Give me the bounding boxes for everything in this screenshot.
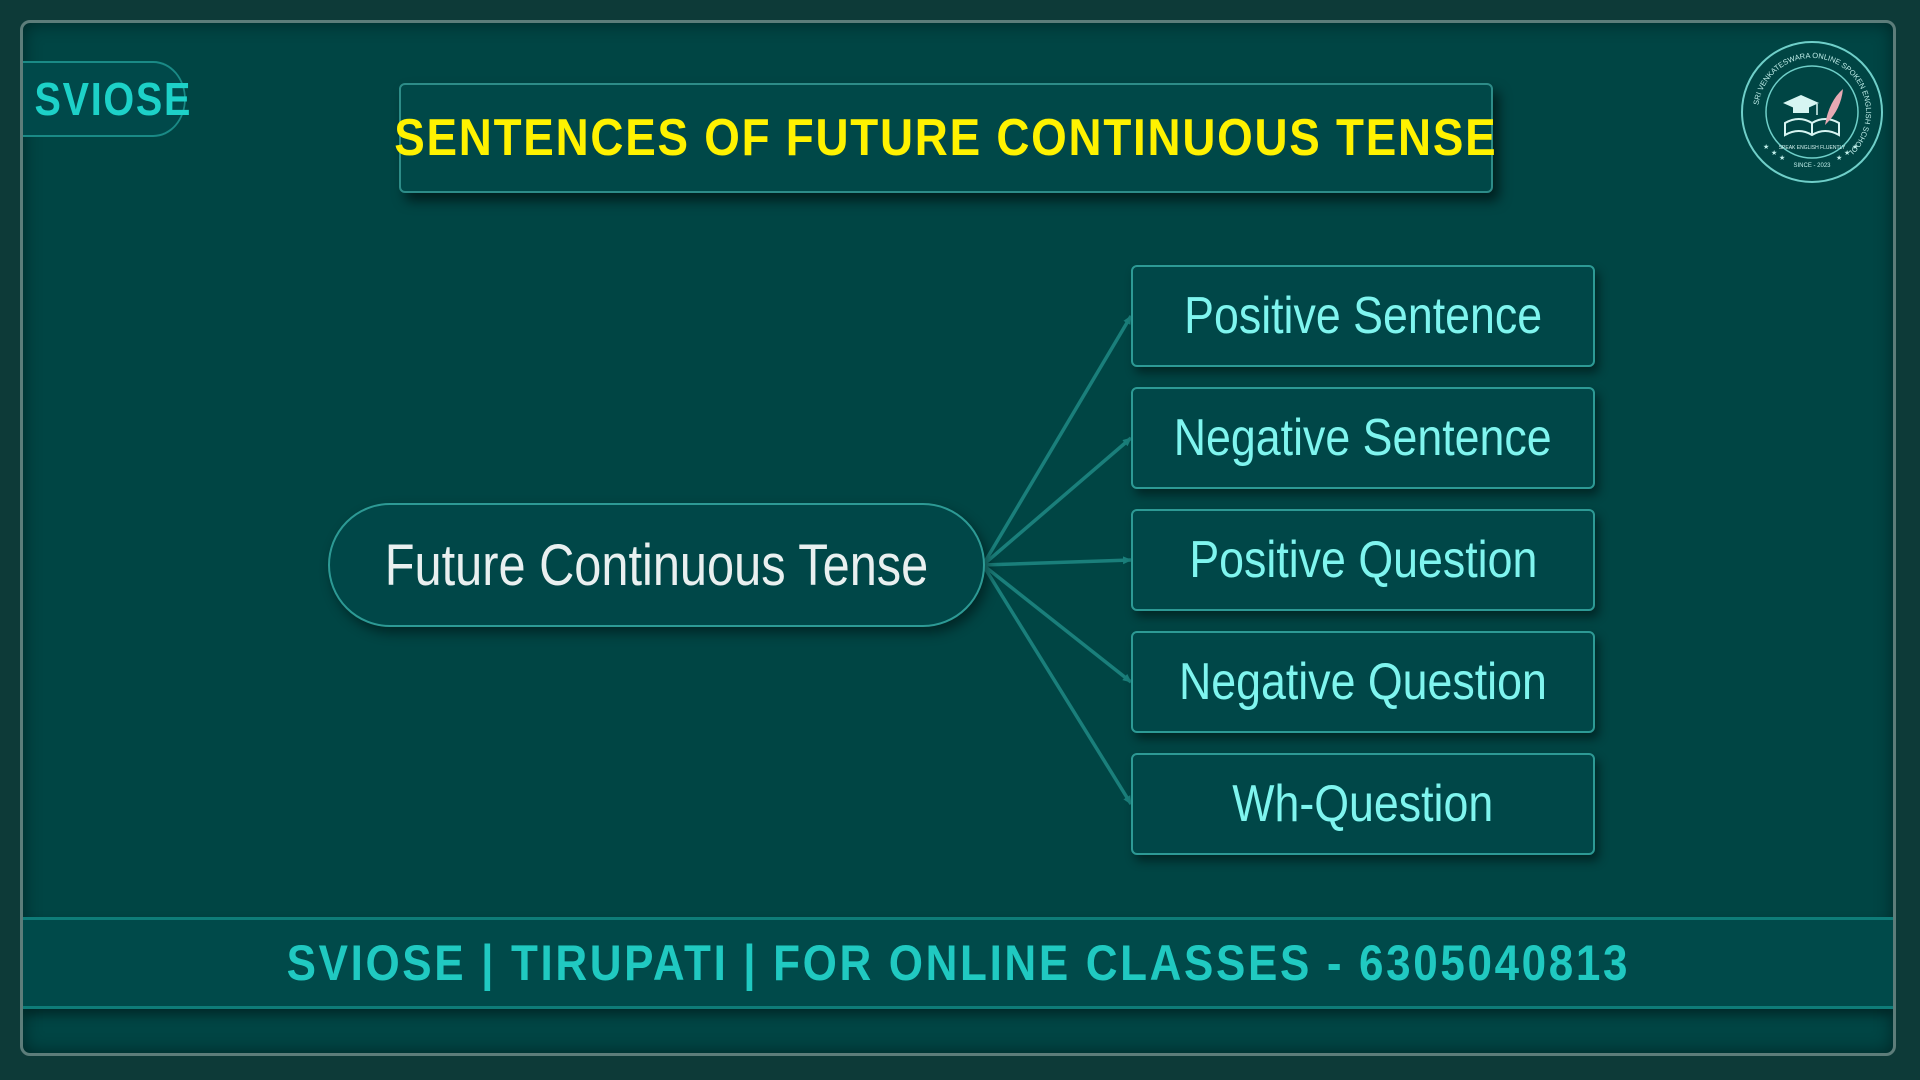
connector-arrow-5 (981, 564, 1133, 805)
connector-arrow-2 (981, 436, 1133, 567)
connector-arrow-3 (982, 556, 1132, 567)
svg-text:★: ★ (1852, 143, 1858, 151)
svg-text:★: ★ (1763, 143, 1769, 151)
root-node-label: Future Continuous Tense (384, 532, 929, 598)
school-logo: SRI VENKATESWARA ONLINE SPOKEN ENGLISH S… (1741, 41, 1883, 183)
branch-node-label: Negative Question (1179, 653, 1547, 711)
branch-node-negative-sentence: Negative Sentence (1131, 387, 1595, 489)
logo-inner-text: SPEAK ENGLISH FLUENTLY (1779, 145, 1846, 151)
svg-text:★: ★ (1836, 154, 1842, 162)
svg-text:★: ★ (1779, 154, 1785, 162)
graduation-book-feather-icon (1783, 89, 1843, 137)
title-box: SENTENCES OF FUTURE CONTINUOUS TENSE (394, 83, 1496, 193)
connector-arrow-1 (981, 315, 1133, 566)
branch-node-positive-question: Positive Question (1131, 509, 1595, 611)
footer-bar: SVIOSE | TIRUPATI | FOR ONLINE CLASSES -… (23, 917, 1893, 1009)
branch-node-negative-question: Negative Question (1131, 631, 1595, 733)
slide-frame: SVIOSE SENTENCES OF FUTURE CONTINUOUS TE… (20, 20, 1896, 1056)
footer-text: SVIOSE | TIRUPATI | FOR ONLINE CLASSES -… (286, 935, 1630, 991)
connector-arrow-4 (981, 563, 1133, 684)
brand-label: SVIOSE (34, 73, 193, 125)
branch-node-label: Wh-Question (1232, 775, 1494, 833)
branch-node-label: Negative Sentence (1174, 409, 1552, 467)
page-title: SENTENCES OF FUTURE CONTINUOUS TENSE (394, 109, 1498, 167)
brand-tab: SVIOSE (23, 61, 190, 137)
branch-node-positive-sentence: Positive Sentence (1131, 265, 1595, 367)
logo-since-text: SINCE - 2023 (1793, 163, 1831, 169)
branch-node-wh-question: Wh-Question (1131, 753, 1595, 855)
root-node: Future Continuous Tense (328, 503, 985, 627)
svg-text:★: ★ (1771, 149, 1777, 157)
connector-arrows (981, 315, 1133, 805)
branch-node-label: Positive Sentence (1183, 287, 1542, 345)
branch-node-label: Positive Question (1188, 531, 1538, 589)
svg-text:★: ★ (1844, 149, 1850, 157)
